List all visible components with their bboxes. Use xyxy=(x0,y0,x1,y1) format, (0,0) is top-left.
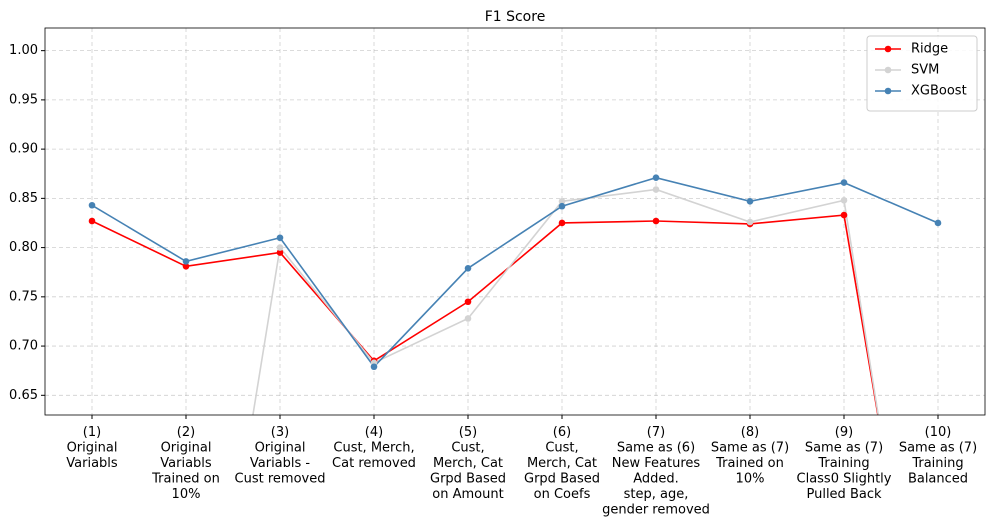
data-point xyxy=(182,258,190,265)
x-tick-label: (3) Original Variabls -Cust removed xyxy=(235,425,326,487)
axes-frame xyxy=(44,27,986,416)
x-tick-label: (6) Cust, Merch, Cat Grpd Based on Coefs xyxy=(524,425,600,502)
data-point xyxy=(88,201,96,209)
y-tick-label: 1.00 xyxy=(9,43,38,58)
legend-label: SVM xyxy=(911,63,939,78)
legend: Ridge SVM XGBoost xyxy=(866,35,978,112)
data-point xyxy=(276,244,284,251)
data-point xyxy=(746,218,754,226)
data-point xyxy=(276,249,284,256)
legend-box xyxy=(866,35,978,112)
grid xyxy=(45,28,985,415)
y-tick-label: 0.95 xyxy=(9,92,38,107)
data-point xyxy=(464,315,472,322)
data-point xyxy=(652,186,660,193)
plot-area xyxy=(88,174,942,415)
x-tick-label: (1) Original Variabls xyxy=(66,425,118,471)
x-tick-label: (10) Same as (7) Training Balanced xyxy=(899,425,977,487)
y-tick-label: 0.65 xyxy=(9,388,38,403)
data-point xyxy=(934,219,942,227)
series-line xyxy=(252,188,880,415)
data-point xyxy=(464,264,472,272)
data-point xyxy=(652,174,660,181)
data-point xyxy=(558,202,566,210)
data-point xyxy=(464,298,472,306)
x-tick-label: (4) Cust, Merch, Cat removed xyxy=(332,425,416,471)
data-point xyxy=(840,197,848,204)
x-tick-label: (8) Same as (7) Trained on 10% xyxy=(711,425,789,487)
y-tick-label: 0.80 xyxy=(9,240,38,255)
chart-title: F1 Score xyxy=(485,9,546,25)
series-line xyxy=(91,176,939,368)
data-point xyxy=(276,234,284,242)
data-point xyxy=(652,217,660,225)
data-point xyxy=(840,211,848,219)
legend-label: XGBoost xyxy=(911,84,967,99)
y-tick-label: 0.90 xyxy=(9,142,38,157)
data-point xyxy=(558,219,566,227)
legend-marker xyxy=(884,45,892,53)
data-point xyxy=(840,179,848,186)
data-point xyxy=(558,198,566,205)
data-point xyxy=(182,263,190,270)
x-tick-label: (9) Same as (7) Training Class0 Slightly Pul… xyxy=(797,425,892,502)
x-tick-label: (7) Same as (6) New Features Added. step, ag… xyxy=(602,425,710,518)
data-point xyxy=(746,198,754,205)
data-point xyxy=(370,363,378,371)
y-tick-label: 0.85 xyxy=(9,191,38,206)
legend-marker xyxy=(884,87,892,95)
y-tick-label: 0.75 xyxy=(9,289,38,304)
data-point xyxy=(88,217,96,225)
legend-label: Ridge xyxy=(911,42,948,57)
axes: 0.65 0.70 0.75 0.80 0.85 0.90 0.95 1.00 (1) Origi… xyxy=(9,43,977,517)
x-tick-label: (2) Original Variabls Trained on 10% xyxy=(151,425,220,502)
legend-marker xyxy=(884,66,892,74)
x-tick-label: (5) Cust, Merch, Cat Grpd Based on Amount xyxy=(430,425,506,502)
y-tick-label: 0.70 xyxy=(9,339,38,354)
series-line xyxy=(91,214,879,415)
